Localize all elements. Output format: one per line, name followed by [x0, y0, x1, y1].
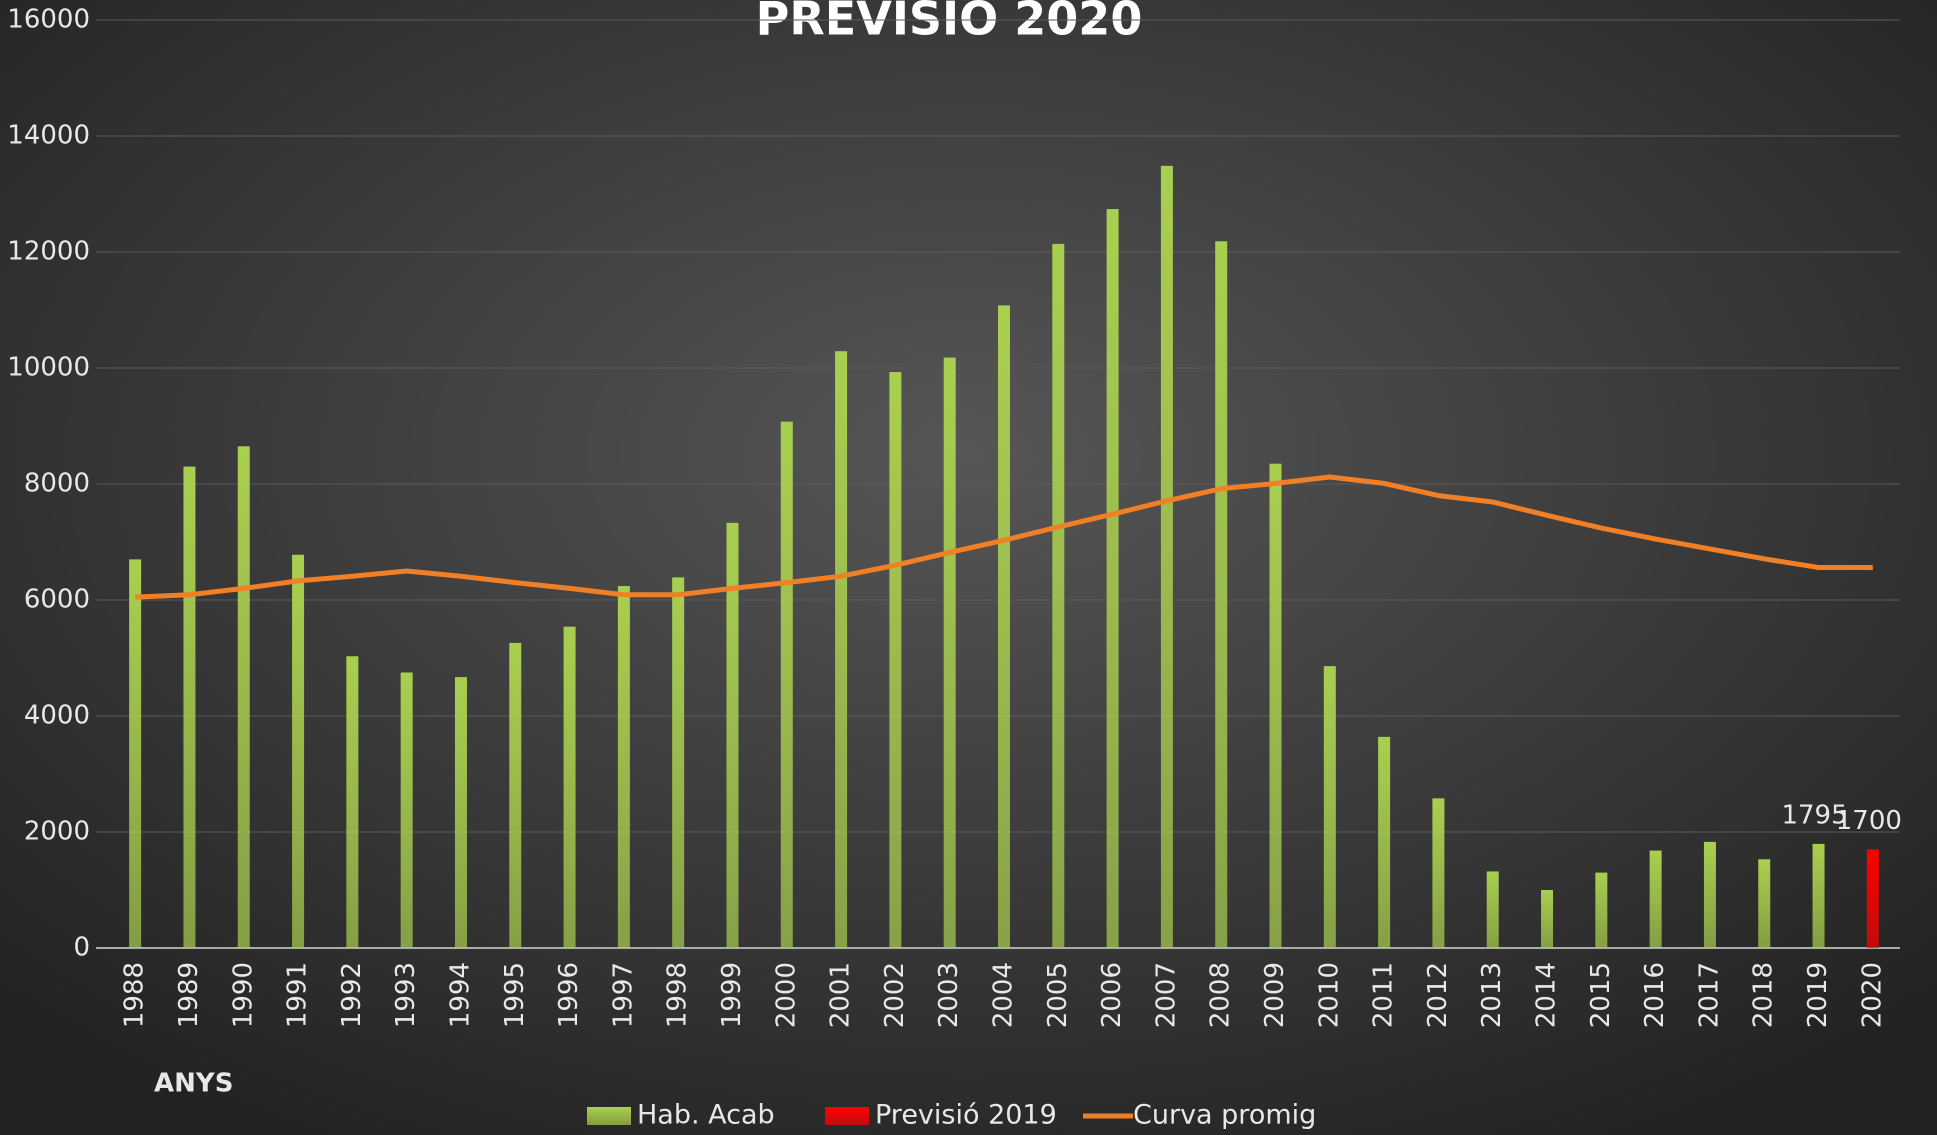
x-tick-label: 1992 [337, 962, 367, 1028]
bar [1758, 859, 1771, 948]
bar [1432, 798, 1445, 948]
y-tick-label: 0 [73, 933, 90, 963]
x-tick-label: 2010 [1314, 962, 1344, 1028]
bar [1541, 890, 1554, 948]
x-tick-label: 2011 [1369, 962, 1399, 1028]
x-tick-label: 2013 [1477, 962, 1507, 1028]
bar [563, 626, 576, 948]
x-tick-label: 2000 [771, 962, 801, 1028]
x-tick-label: 2003 [934, 962, 964, 1028]
bar [726, 522, 739, 948]
y-tick-label: 14000 [7, 121, 90, 151]
bar [1703, 841, 1716, 948]
bar [509, 642, 522, 948]
bar [835, 351, 848, 948]
y-tick-label: 4000 [24, 701, 90, 731]
bar [1486, 871, 1499, 948]
data-label: 1700 [1836, 806, 1902, 836]
data-label: 1795 [1781, 800, 1847, 830]
bar [183, 466, 196, 948]
x-tick-label: 2020 [1857, 962, 1887, 1028]
x-tick-label: 1997 [608, 962, 638, 1028]
bar [1323, 666, 1336, 948]
legend-label: Curva promig [1133, 1100, 1316, 1131]
bar [454, 677, 467, 948]
bar [292, 554, 305, 948]
x-tick-label: 2015 [1586, 962, 1616, 1028]
bar [1269, 463, 1282, 948]
legend-label: Hab. Acab [637, 1100, 775, 1131]
bar [1378, 736, 1391, 948]
x-tick-label: 1991 [283, 962, 313, 1028]
x-tick-label: 1998 [663, 962, 693, 1028]
x-tick-label: 1989 [174, 962, 204, 1028]
bar [1866, 849, 1879, 948]
bar [1052, 243, 1065, 948]
chart-title: PREVISIÓ 2020 [756, 0, 1143, 46]
x-tick-label: 1990 [228, 962, 258, 1028]
bar [346, 656, 359, 948]
bar [998, 305, 1010, 948]
x-tick-label: 2012 [1423, 962, 1453, 1028]
x-tick-label: 2018 [1749, 962, 1779, 1028]
y-tick-label: 16000 [7, 5, 90, 35]
y-tick-label: 6000 [24, 585, 90, 615]
bar [129, 559, 142, 948]
y-tick-label: 10000 [7, 353, 90, 383]
legend-swatch [587, 1107, 631, 1125]
x-tick-label: 2008 [1206, 962, 1236, 1028]
bar [400, 672, 413, 948]
bar [672, 577, 685, 948]
x-tick-label: 2009 [1260, 962, 1290, 1028]
x-tick-label: 2006 [1097, 962, 1127, 1028]
bar [1649, 850, 1662, 948]
x-tick-label: 1999 [717, 962, 747, 1028]
bar [889, 372, 902, 948]
x-tick-label: 2001 [826, 962, 856, 1028]
x-tick-label: 1995 [500, 962, 530, 1028]
y-tick-label: 2000 [24, 817, 90, 847]
bar [1106, 209, 1119, 948]
x-tick-label: 2002 [880, 962, 910, 1028]
bar [1160, 165, 1173, 948]
y-tick-label: 8000 [24, 469, 90, 499]
x-tick-label: 1994 [445, 962, 475, 1028]
x-tick-label: 1988 [120, 962, 150, 1028]
x-tick-label: 1993 [391, 962, 421, 1028]
x-tick-label: 2019 [1803, 962, 1833, 1028]
x-tick-label: 2017 [1694, 962, 1724, 1028]
bar [1595, 872, 1608, 948]
x-tick-label: 2016 [1640, 962, 1670, 1028]
x-axis-label: ANYS [154, 1069, 233, 1099]
bar [1215, 241, 1228, 948]
legend-label: Previsió 2019 [875, 1100, 1057, 1131]
x-tick-label: 2004 [989, 962, 1019, 1028]
bar [1812, 843, 1825, 948]
bar [617, 586, 630, 948]
legend-swatch [825, 1107, 869, 1125]
y-tick-label: 12000 [7, 237, 90, 267]
x-tick-label: 1996 [554, 962, 584, 1028]
bar [943, 357, 956, 948]
line [135, 474, 1873, 600]
x-tick-label: 2014 [1532, 962, 1562, 1028]
bar [237, 446, 250, 948]
x-tick-label: 2005 [1043, 962, 1073, 1028]
x-tick-label: 2007 [1151, 962, 1181, 1028]
bar [780, 421, 793, 948]
